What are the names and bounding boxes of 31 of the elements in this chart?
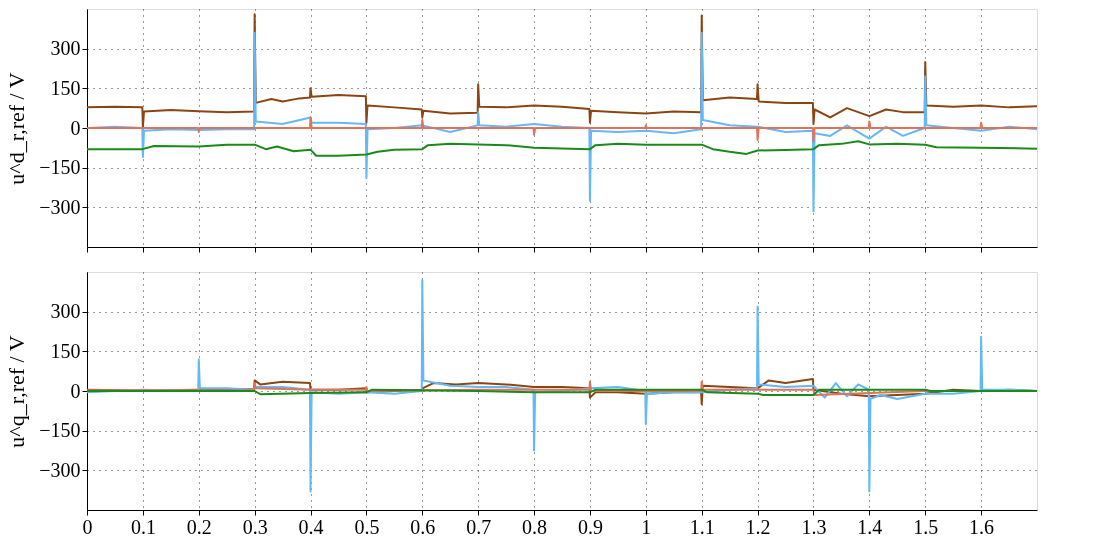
x-tick-label: 0.1 [130,515,156,538]
y-tick-label: 300 [50,37,81,60]
x-tick-label: 0.9 [577,515,603,538]
y-axis-title: u^d_r,ref / V [4,72,30,185]
line-series [87,116,1037,143]
y-tick-label: 0 [70,379,81,402]
x-tick-label: 1.6 [969,515,995,538]
line-series [87,13,1037,128]
x-tick-label: 1.4 [857,515,883,538]
y-tick-label: 300 [50,300,81,323]
x-tick-label: 0.8 [522,515,548,538]
y-tick-label: −300 [39,195,81,218]
x-tick-label: 1 [641,515,652,538]
x-tick-label: 0.4 [298,515,324,538]
x-tick-label: 0.6 [410,515,436,538]
x-tick-label: 1.3 [801,515,827,538]
y-tick-label: −150 [39,156,81,179]
line-series [87,140,1037,157]
x-tick-label: 0.2 [186,515,212,538]
x-tick-label: 0.3 [242,515,268,538]
x-tick-label: 1.2 [745,515,771,538]
y-tick-label: 150 [50,76,81,99]
x-tick-label: 1.5 [913,515,939,538]
y-tick-label: −300 [39,458,81,481]
x-tick-label: 1.1 [689,515,715,538]
y-axis-title: u^q_r,ref / V [4,335,30,448]
x-tick-label: 0.7 [466,515,492,538]
y-tick-label: 0 [70,116,81,139]
y-tick-label: −150 [39,419,81,442]
x-tick-label: 0.5 [354,515,380,538]
y-tick-label: 150 [50,339,81,362]
